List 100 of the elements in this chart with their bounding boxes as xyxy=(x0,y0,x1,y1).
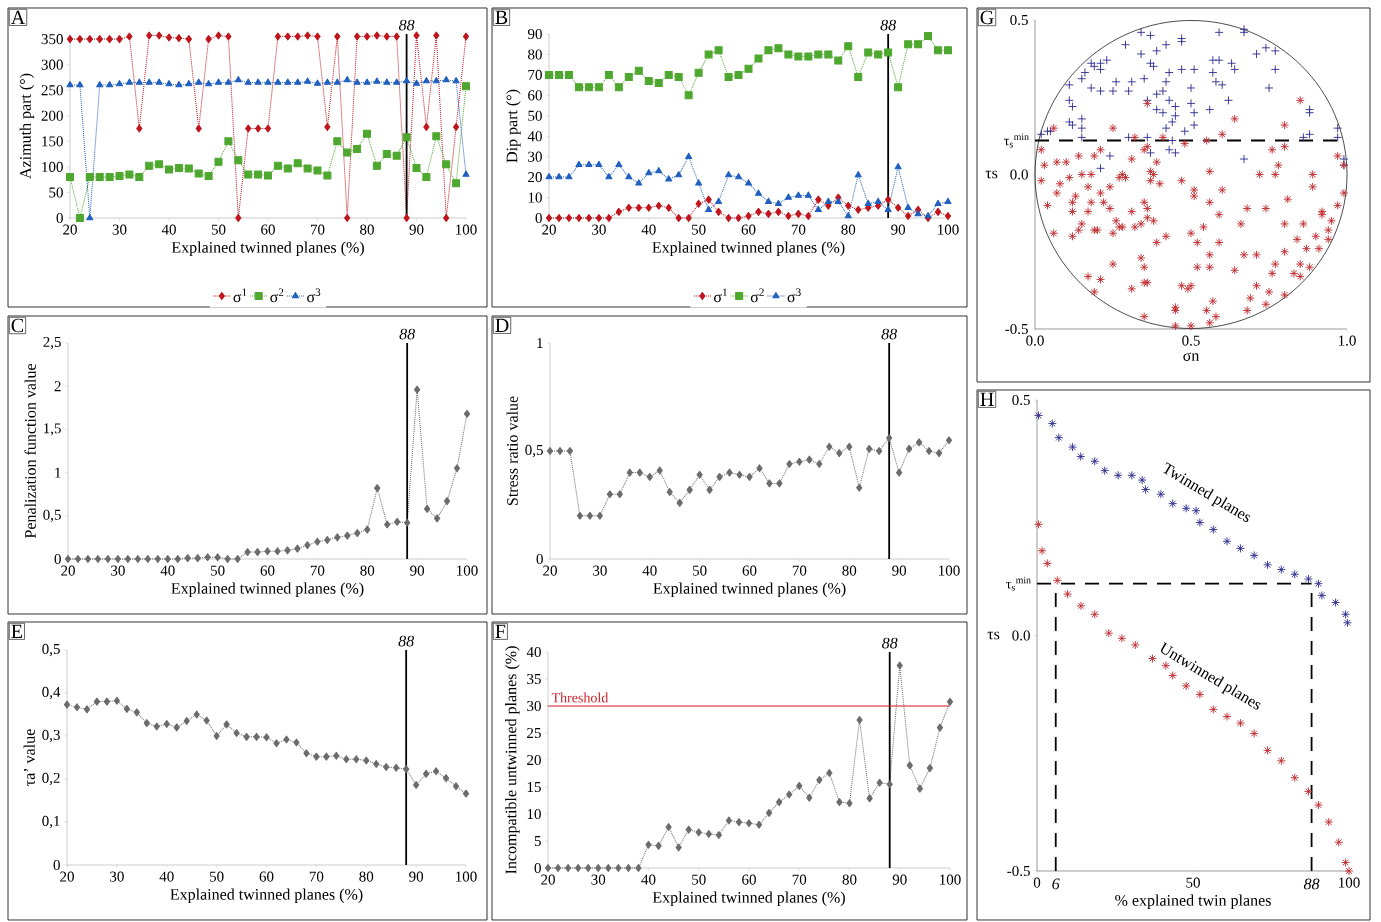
x-tick-label: 100 xyxy=(457,565,478,576)
y-tick-label: 2 xyxy=(54,381,61,392)
x-axis-title: % explained twin planes xyxy=(1115,894,1271,910)
x-tick-label: 100 xyxy=(940,874,961,885)
y-tick-label: 0 xyxy=(54,553,61,565)
x-tick-label: 50 xyxy=(692,874,706,885)
y-tick-label: 0,5 xyxy=(42,643,60,657)
x-tick-label: 50 xyxy=(211,565,225,576)
y-tick-label: 0.0 xyxy=(1010,169,1028,180)
y-tick-label: 30 xyxy=(527,700,541,712)
y-tick-label: 0 xyxy=(56,212,63,224)
x-tick-label: 0.5 xyxy=(1182,335,1200,346)
y-axis-title: Penalization function value xyxy=(24,364,36,539)
x-tick-label: 20 xyxy=(543,565,557,576)
y-axis-title: Stress ratio value xyxy=(506,396,518,506)
y-tick-label: 150 xyxy=(42,136,63,147)
x-axis-title: Explained twinned planes (%) xyxy=(171,582,364,598)
x-tick-label: 60 xyxy=(260,565,275,576)
legend-label: σ$^{2}$ xyxy=(270,288,284,303)
y-tick-label: 200 xyxy=(41,110,63,121)
x-tick-label: 70 xyxy=(309,871,324,882)
y-tick-label: 70 xyxy=(528,69,542,80)
x-tick-label: 60 xyxy=(742,565,757,576)
y-tick-label: 5 xyxy=(534,836,541,846)
x-tick-label: 30 xyxy=(112,224,127,235)
y-tick-label: 50 xyxy=(49,187,63,198)
y-tick-label: 20 xyxy=(527,754,541,766)
x-tick-label: 70 xyxy=(792,565,807,576)
x-tick-label: 30 xyxy=(592,224,606,235)
x-tick-label: 50 xyxy=(693,565,707,576)
ref-line-label: τ$_{s}$min xyxy=(1006,576,1031,591)
y-tick-label: 0 xyxy=(535,212,542,224)
ref-line-label: 88 xyxy=(881,328,897,340)
y-tick-label: 0,1 xyxy=(42,815,60,829)
y-tick-label: 2,5 xyxy=(43,336,61,350)
x-tick-label: 90 xyxy=(891,224,906,235)
y-tick-label: -0.5 xyxy=(1005,323,1028,335)
x-tick-label: 100 xyxy=(1339,877,1360,888)
x-tick-label: 20 xyxy=(63,224,77,235)
y-tick-label: 50 xyxy=(528,110,542,121)
x-tick-label: 40 xyxy=(159,871,174,882)
x-tick-label: 0 xyxy=(1033,877,1041,888)
x-tick-label: 40 xyxy=(642,565,657,576)
x-tick-label: 90 xyxy=(409,871,424,882)
y-tick-label: 1 xyxy=(55,467,61,478)
y-axis-title: τs xyxy=(985,170,998,179)
chart-title: C xyxy=(11,318,24,333)
x-tick-label: 1.0 xyxy=(1338,335,1356,346)
x-tick-label: 90 xyxy=(409,224,424,235)
y-tick-label: 10 xyxy=(528,192,542,203)
y-tick-label: 0.0 xyxy=(1012,630,1030,641)
x-axis-title: Explained twinned planes (%) xyxy=(171,241,364,257)
x-tick-label: 60 xyxy=(261,224,275,235)
chart-title: E xyxy=(11,624,23,638)
x-tick-label: 50 xyxy=(1186,877,1200,888)
y-axis-title: τa’ value xyxy=(23,729,35,786)
x-tick-label: 70 xyxy=(310,224,325,235)
x-tick-label: 100 xyxy=(939,565,960,576)
legend-label: σ$^{3}$ xyxy=(787,288,801,303)
ref-line-label: 88 xyxy=(882,637,898,649)
y-tick-label: 0,5 xyxy=(43,509,61,522)
ref-line-label: 88 xyxy=(1303,878,1320,890)
ref-line-label: τ$_{s}$min xyxy=(1004,133,1029,148)
ref-line-label: Threshold xyxy=(551,692,609,703)
x-tick-label: 90 xyxy=(410,565,425,576)
x-tick-label: 100 xyxy=(938,224,959,235)
legend-label: σ$^{2}$ xyxy=(750,288,764,303)
y-axis-title: Dip part (°) xyxy=(506,89,521,163)
x-tick-label: 60 xyxy=(259,871,274,882)
legend-label: σ$^{3}$ xyxy=(307,288,321,303)
x-axis-title: Explained twinned planes (%) xyxy=(170,888,363,904)
x-tick-label: 80 xyxy=(842,565,857,576)
x-tick-label: 30 xyxy=(110,871,124,882)
x-axis-title: σn xyxy=(1183,352,1200,361)
ref-line-label: 88 xyxy=(399,328,415,340)
legend-label: σ$^{1}$ xyxy=(714,288,727,303)
y-tick-label: 1 xyxy=(537,338,543,348)
x-tick-label: 80 xyxy=(841,224,856,235)
x-tick-label: 90 xyxy=(892,874,907,885)
y-axis-title: τs xyxy=(987,631,1000,640)
y-tick-label: 0,3 xyxy=(42,729,60,743)
y-tick-label: 80 xyxy=(528,49,542,60)
y-tick-label: 35 xyxy=(527,673,541,685)
y-tick-label: 0 xyxy=(534,862,541,874)
chart-title: B xyxy=(495,10,508,24)
x-tick-label: 30 xyxy=(111,565,125,576)
y-tick-label: 100 xyxy=(42,161,63,172)
x-axis-title: Explained twinned planes (%) xyxy=(652,891,845,907)
y-tick-label: 30 xyxy=(528,151,542,162)
y-tick-label: 350 xyxy=(41,34,63,45)
x-tick-label: 30 xyxy=(591,874,606,885)
y-tick-label: 40 xyxy=(527,131,542,142)
y-tick-label: 10 xyxy=(527,808,541,820)
chart-title: F xyxy=(495,624,506,638)
x-axis-title: Explained twinned planes (%) xyxy=(653,582,846,598)
y-tick-label: 15 xyxy=(527,781,541,793)
x-tick-label: 60 xyxy=(742,874,756,885)
y-tick-label: 0,5 xyxy=(525,444,543,458)
x-tick-label: 80 xyxy=(360,224,374,235)
x-tick-label: 40 xyxy=(641,224,656,235)
